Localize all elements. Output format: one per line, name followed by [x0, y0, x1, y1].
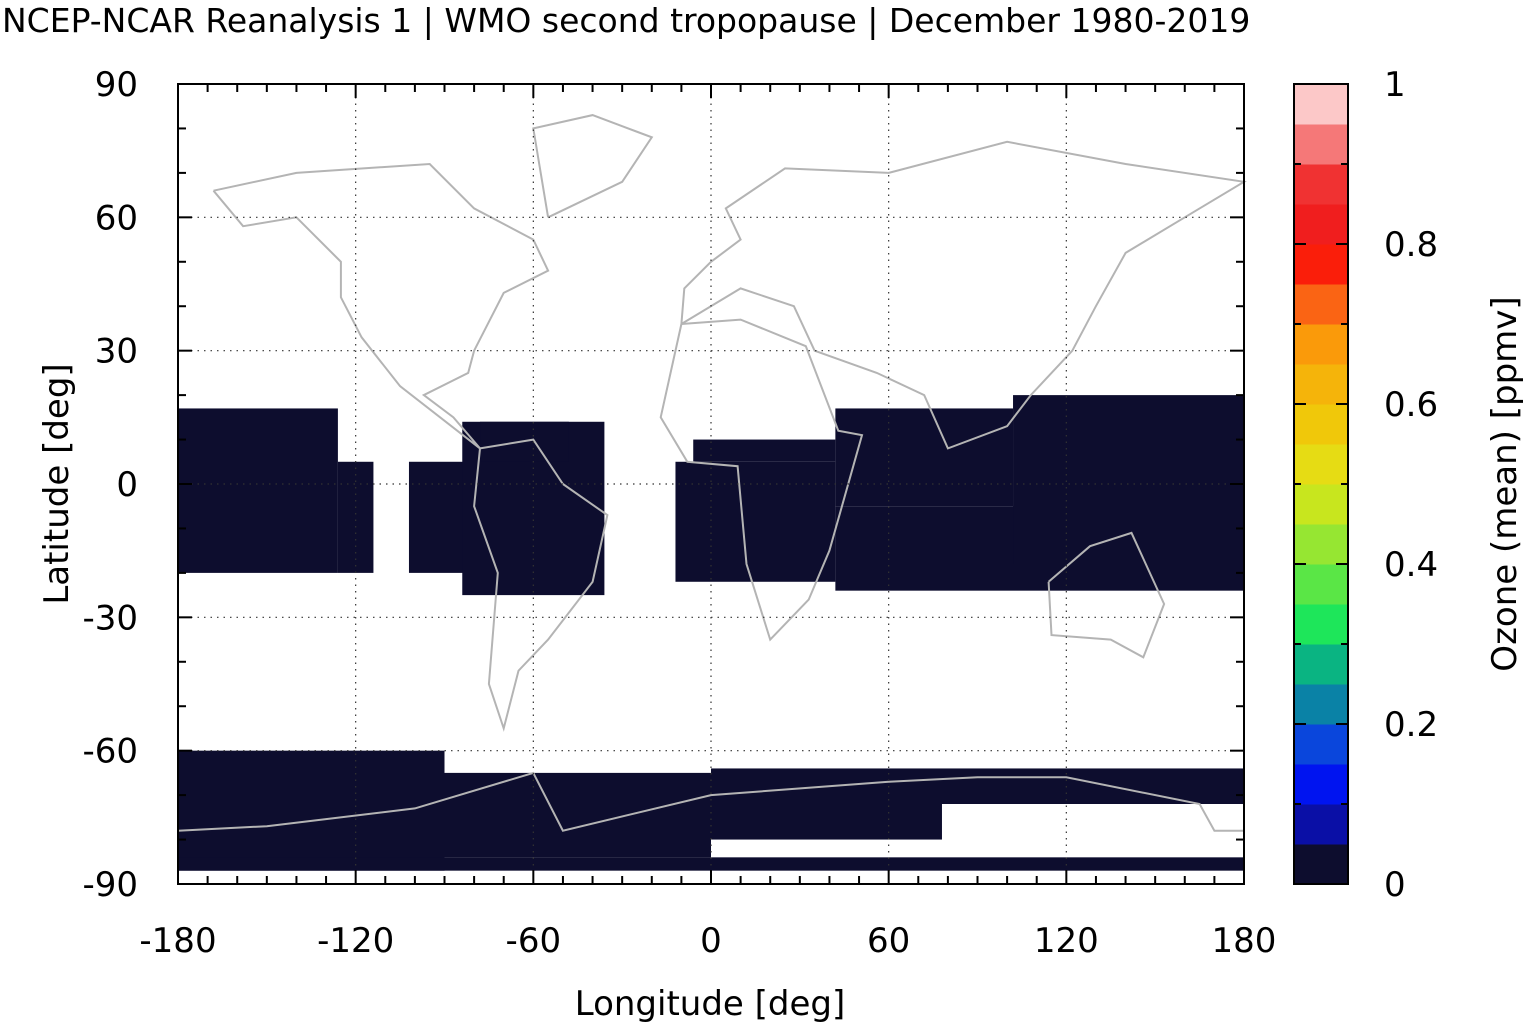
colorbar-segment: [1294, 524, 1348, 565]
y-tick-label: -60: [82, 732, 138, 772]
coastline: [532, 114, 654, 219]
colorbar-segment: [1294, 564, 1348, 605]
coastline: [680, 140, 1247, 450]
y-tick-label: 30: [95, 332, 138, 372]
y-tick-label: 90: [95, 65, 138, 105]
colorbar-tick-label: 0: [1384, 865, 1406, 905]
x-tick-label: -180: [139, 921, 216, 961]
colorbar-segment: [1294, 724, 1348, 765]
grid-lines: [178, 84, 1244, 884]
colorbar-tick-label: 0.2: [1384, 705, 1438, 745]
colorbar-segment: [1294, 444, 1348, 485]
colorbar-segment: [1294, 764, 1348, 805]
coastline-overlay: [177, 114, 1247, 832]
colorbar-tick-labels: 0 0.2 0.4 0.6 0.8 1: [1384, 65, 1438, 905]
colorbar-segment: [1294, 684, 1348, 725]
colorbar-segment: [1294, 204, 1348, 245]
heatmap-cell: [178, 750, 445, 871]
axis-ticks: [177, 83, 1245, 885]
x-tick-label: 180: [1212, 921, 1277, 961]
plot-frame: [177, 83, 1245, 885]
colorbar-segment: [1294, 284, 1348, 325]
coastline: [473, 438, 609, 732]
plot-area: [177, 83, 1247, 885]
coastline: [212, 162, 550, 450]
heatmap-cell: [178, 408, 338, 573]
colorbar-segment: [1294, 644, 1348, 685]
y-tick-label: -30: [82, 598, 138, 638]
y-tick-labels: 90 60 30 0 -30 -60 -90: [82, 65, 138, 905]
colorbar-segment: [1294, 404, 1348, 445]
colorbar-segment: [1294, 604, 1348, 645]
colorbar-tick-label: 0.4: [1384, 545, 1438, 585]
heatmap-cell: [675, 461, 836, 582]
colorbar-segment: [1294, 364, 1348, 405]
colorbar-segment: [1294, 164, 1348, 205]
colorbar-segment: [1294, 124, 1348, 165]
colorbar: [1293, 83, 1349, 885]
colorbar-segment: [1294, 244, 1348, 285]
y-axis-label: Latitude [deg]: [37, 363, 77, 604]
x-tick-label: -60: [506, 921, 562, 961]
heatmap-cell: [337, 461, 374, 573]
heatmap-cell: [444, 772, 711, 858]
colorbar-segment: [1294, 84, 1348, 125]
colorbar-tick-label: 1: [1384, 65, 1406, 105]
x-axis-label: Longitude [deg]: [575, 984, 846, 1024]
colorbar-label: Ozone (mean) [ppmv]: [1485, 296, 1525, 671]
colorbar-segment: [1294, 324, 1348, 365]
colorbar-tick-label: 0.8: [1384, 225, 1438, 265]
chart-title: NCEP-NCAR Reanalysis 1 | WMO second trop…: [2, 1, 1250, 40]
colorbar-segment: [1294, 844, 1348, 885]
x-tick-label: 120: [1034, 921, 1099, 961]
colorbar-segment: [1294, 484, 1348, 525]
heatmap-cell: [711, 804, 942, 840]
x-tick-label: 0: [700, 921, 722, 961]
x-tick-label: -120: [317, 921, 394, 961]
colorbar-tick-label: 0.6: [1384, 385, 1438, 425]
coastline: [659, 318, 864, 642]
x-tick-labels: -180 -120 -60 0 60 120 180: [139, 921, 1276, 961]
y-tick-label: 0: [116, 465, 138, 505]
x-tick-label: 60: [867, 921, 910, 961]
heatmap-cell: [711, 768, 1244, 804]
heatmap-cell: [835, 408, 1014, 507]
coastline: [177, 771, 1244, 832]
heatmap-cell: [693, 439, 836, 462]
colorbar-segment: [1294, 804, 1348, 845]
coastline: [1047, 531, 1166, 659]
heatmap-cell: [1013, 395, 1244, 564]
y-tick-label: -90: [82, 865, 138, 905]
y-tick-label: 60: [95, 198, 138, 238]
